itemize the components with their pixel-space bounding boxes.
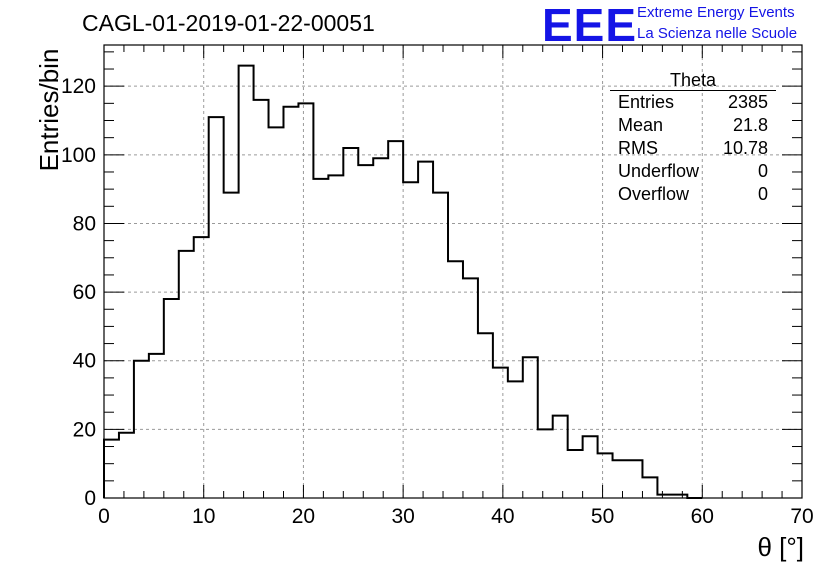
histogram-bin: [613, 460, 628, 498]
x-tick-label: 70: [790, 505, 813, 528]
x-tick-label: 10: [192, 505, 215, 528]
y-tick-label: 40: [73, 350, 96, 373]
x-tick-label: 50: [591, 505, 614, 528]
x-tick-label: 60: [691, 505, 714, 528]
x-tick-label: 40: [491, 505, 514, 528]
eee-logo: EEE: [542, 0, 638, 51]
histogram-outline: [103, 64, 703, 499]
histogram-bin: [313, 179, 328, 498]
histogram-bin: [642, 477, 657, 498]
histogram-bin: [448, 261, 463, 498]
histogram-bin: [583, 436, 598, 498]
stats-value: 2385: [727, 92, 768, 112]
logo-line-2: La Scienza nelle Scuole: [637, 25, 798, 42]
y-tick-label: 20: [73, 418, 96, 441]
stats-label: RMS: [618, 138, 658, 158]
histogram-bin: [373, 158, 388, 498]
stats-value: 10.78: [722, 138, 768, 158]
histogram-bin: [598, 453, 613, 498]
histogram-bin: [179, 251, 194, 498]
histogram-bin: [269, 127, 284, 498]
histogram-bin: [418, 162, 433, 498]
x-axis-label: θ [°]: [757, 532, 804, 562]
histogram-bin: [209, 117, 224, 498]
histogram-bin: [283, 107, 298, 498]
plot-frame: [103, 44, 803, 499]
histogram-bin: [553, 416, 568, 498]
y-axis-label: Entries/bin: [34, 48, 64, 172]
stats-label: Overflow: [618, 184, 690, 204]
histogram-bin: [254, 100, 269, 498]
histogram-bin: [523, 357, 538, 498]
y-tick-label: 0: [84, 487, 96, 510]
histogram-bin: [388, 141, 403, 498]
histogram-bin: [164, 299, 179, 498]
stats-row-rms: RMS 10.78: [610, 137, 776, 160]
histogram-bin: [493, 368, 508, 498]
histogram-bin: [298, 103, 313, 498]
stats-label: Entries: [618, 92, 675, 112]
y-tick-label: 80: [73, 212, 96, 235]
histogram-bin: [224, 193, 239, 498]
histogram-bin: [328, 175, 343, 498]
histogram-bin: [433, 193, 448, 498]
stats-row-overflow: Overflow 0: [610, 183, 776, 206]
stats-label: Underflow: [618, 161, 700, 181]
histogram-bin: [343, 148, 358, 498]
x-tick-label: 30: [391, 505, 414, 528]
histogram-bin: [239, 66, 254, 498]
stats-label: Mean: [618, 115, 664, 135]
histogram-bin: [628, 460, 643, 498]
stats-row-mean: Mean 21.8: [610, 114, 776, 137]
logo-line-1: Extreme Energy Events: [637, 4, 795, 21]
histogram-bin: [358, 165, 373, 498]
page-title: CAGL-01-2019-01-22-00051: [82, 10, 375, 36]
y-tick-label: 120: [61, 75, 96, 98]
y-tick-label: 60: [73, 281, 96, 304]
histogram-bin: [403, 182, 418, 498]
y-tick-label: 100: [61, 144, 96, 167]
stats-row-entries: Entries 2385: [610, 91, 776, 114]
stats-box: Theta Entries 2385 Mean 21.8 RMS 10.78 U…: [610, 70, 776, 206]
stats-value: 0: [757, 184, 768, 204]
x-tick-label: 20: [292, 505, 315, 528]
histogram-bin: [508, 381, 523, 498]
histogram-bin: [194, 237, 209, 498]
histogram-bin: [568, 450, 583, 498]
stats-row-underflow: Underflow 0: [610, 160, 776, 183]
histogram-bin: [463, 278, 478, 498]
histogram-bin: [538, 429, 553, 498]
stats-title: Theta: [610, 70, 776, 91]
histogram-bin: [478, 333, 493, 498]
stats-value: 0: [757, 161, 768, 181]
x-tick-label: 0: [98, 505, 110, 528]
histogram-bin: [149, 354, 164, 498]
histogram-bin: [119, 433, 134, 498]
stats-value: 21.8: [732, 115, 768, 135]
histogram-bin: [104, 440, 119, 498]
